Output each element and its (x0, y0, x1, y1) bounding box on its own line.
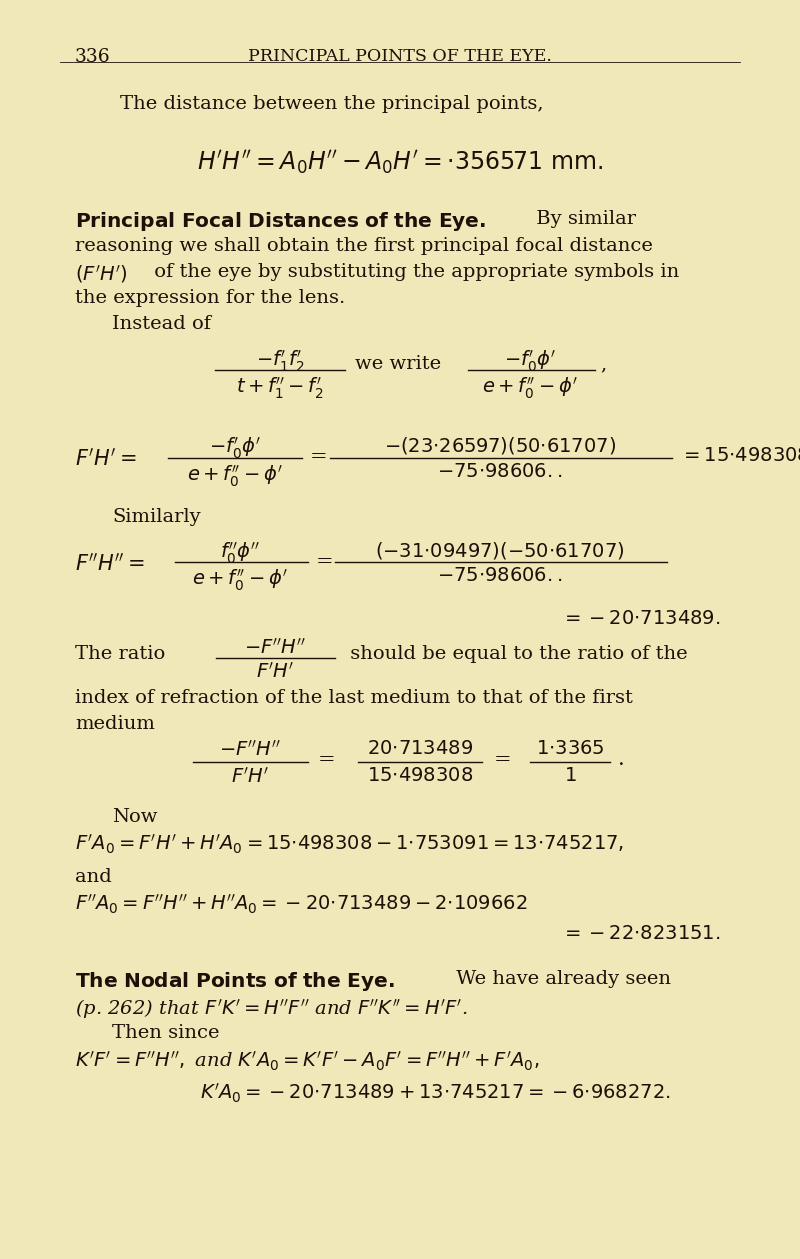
Text: $= -20{\cdot}713489.$: $= -20{\cdot}713489.$ (561, 611, 720, 628)
Text: medium: medium (75, 715, 155, 733)
Text: $(-31{\cdot}09497)(-50{\cdot}61707)$: $(-31{\cdot}09497)(-50{\cdot}61707)$ (375, 540, 625, 562)
Text: and: and (75, 867, 112, 886)
Text: 336: 336 (75, 48, 110, 65)
Text: The distance between the principal points,: The distance between the principal point… (120, 94, 543, 113)
Text: $-F''H''$: $-F''H''$ (244, 638, 306, 658)
Text: (p. 262) that $F'K' = H''F''$ and $F''K'' = H'F'$.: (p. 262) that $F'K' = H''F''$ and $F''K'… (75, 997, 467, 1021)
Text: $F'H'$: $F'H'$ (231, 767, 269, 787)
Text: $-f_0'\phi'$: $-f_0'\phi'$ (209, 436, 261, 461)
Text: $f_0''\phi''$: $f_0''\phi''$ (220, 540, 260, 565)
Text: $15{\cdot}498308$: $15{\cdot}498308$ (367, 767, 473, 786)
Text: $K'F' = F''H'',$ and $K'A_0 = K'F' - A_0F' = F''H'' + F'A_0,$: $K'F' = F''H'',$ and $K'A_0 = K'F' - A_0… (75, 1050, 539, 1074)
Text: $e + f_0'' - \phi'$: $e + f_0'' - \phi'$ (187, 463, 283, 488)
Text: $-f_1'f_2'$: $-f_1'f_2'$ (256, 347, 304, 374)
Text: index of refraction of the last medium to that of the first: index of refraction of the last medium t… (75, 689, 633, 708)
Text: $-F''H''$: $-F''H''$ (219, 740, 281, 760)
Text: $\mathbf{Principal\ Focal\ Distances\ of\ the\ Eye.}$: $\mathbf{Principal\ Focal\ Distances\ of… (75, 210, 486, 233)
Text: $= - 22{\cdot}823151.$: $= - 22{\cdot}823151.$ (561, 925, 720, 943)
Text: $H'H'' = A_0H'' - A_0H' = {\cdot}356571\ \mathrm{mm.}$: $H'H'' = A_0H'' - A_0H' = {\cdot}356571\… (197, 149, 603, 176)
Text: $= 15{\cdot}498308.$: $= 15{\cdot}498308.$ (680, 447, 800, 465)
Text: $1$: $1$ (564, 767, 576, 786)
Text: $F''A_0 = F''H'' + H''A_0 = - 20{\cdot}713489 - 2{\cdot}109662$: $F''A_0 = F''H'' + H''A_0 = - 20{\cdot}7… (75, 893, 527, 917)
Text: reasoning we shall obtain the first principal focal distance: reasoning we shall obtain the first prin… (75, 237, 653, 256)
Text: $F''H'' =$: $F''H'' =$ (75, 551, 145, 574)
Text: .: . (618, 750, 625, 769)
Text: $K'A_0 = -20{\cdot}713489 + 13{\cdot}745217 = -6{\cdot}968272.$: $K'A_0 = -20{\cdot}713489 + 13{\cdot}745… (200, 1081, 670, 1105)
Text: $-75{\cdot}98606..$: $-75{\cdot}98606..$ (438, 463, 562, 481)
Text: Instead of: Instead of (112, 315, 211, 332)
Text: $1{\cdot}3365$: $1{\cdot}3365$ (536, 740, 604, 758)
Text: =: = (316, 551, 334, 572)
Text: of the eye by substituting the appropriate symbols in: of the eye by substituting the appropria… (148, 263, 679, 281)
Text: $F'H' =$: $F'H' =$ (75, 447, 137, 470)
Text: Then since: Then since (112, 1024, 219, 1042)
Text: we write: we write (355, 355, 441, 373)
Text: $-(23{\cdot}26597)(50{\cdot}61707)$: $-(23{\cdot}26597)(50{\cdot}61707)$ (384, 436, 616, 456)
Text: We have already seen: We have already seen (450, 969, 671, 988)
Text: PRINCIPAL POINTS OF THE EYE.: PRINCIPAL POINTS OF THE EYE. (248, 48, 552, 65)
Text: By similar: By similar (530, 210, 636, 228)
Text: $(F'H')$: $(F'H')$ (75, 263, 128, 285)
Text: $-f_0'\phi'$: $-f_0'\phi'$ (504, 347, 556, 374)
Text: should be equal to the ratio of the: should be equal to the ratio of the (344, 645, 688, 663)
Text: $e + f_0'' - \phi'$: $e + f_0'' - \phi'$ (192, 567, 288, 593)
Text: $e + f_0'' - \phi'$: $e + f_0'' - \phi'$ (482, 375, 578, 400)
Text: =: = (494, 750, 512, 769)
Text: $F'A_0 = F'H' + H'A_0 = 15{\cdot}498308 - 1{\cdot}753091 = 13{\cdot}745217,$: $F'A_0 = F'H' + H'A_0 = 15{\cdot}498308 … (75, 833, 624, 856)
Text: $20{\cdot}713489$: $20{\cdot}713489$ (367, 740, 473, 758)
Text: the expression for the lens.: the expression for the lens. (75, 290, 346, 307)
Text: =: = (310, 447, 328, 466)
Text: $t + f_1'' - f_2'$: $t + f_1'' - f_2'$ (236, 375, 324, 400)
Text: $-75{\cdot}98606..$: $-75{\cdot}98606..$ (438, 567, 562, 585)
Text: Similarly: Similarly (112, 507, 201, 526)
Text: The ratio: The ratio (75, 645, 166, 663)
Text: ,: , (600, 355, 606, 373)
Text: =: = (318, 750, 336, 769)
Text: $F'H'$: $F'H'$ (256, 662, 294, 682)
Text: Now: Now (112, 808, 158, 826)
Text: $\mathbf{The\ Nodal\ Points\ of\ the\ Eye.}$: $\mathbf{The\ Nodal\ Points\ of\ the\ Ey… (75, 969, 394, 993)
